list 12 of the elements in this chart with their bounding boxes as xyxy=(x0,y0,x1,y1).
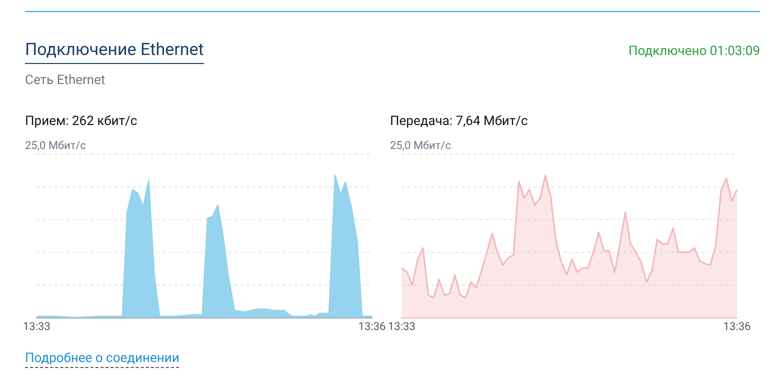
x-tick-label: 13:36 xyxy=(358,320,386,334)
text: Сеть Ethernet xyxy=(25,73,106,88)
text: Подключение Ethernet xyxy=(25,40,204,64)
text: Подключено 01:03:09 xyxy=(628,44,760,59)
x-tick-label: 13:33 xyxy=(388,320,416,334)
text: Подробнее о соединении xyxy=(25,351,180,368)
x-tick-label: 13:33 xyxy=(22,320,50,334)
x-tick-label: 13:36 xyxy=(723,320,751,334)
chart-title: Передача: 7,64 Мбит/с xyxy=(390,114,528,129)
text: 25,0 Мбит/с xyxy=(25,139,86,152)
chart-title: Прием: 262 кбит/с xyxy=(25,114,138,129)
text: 25,0 Мбит/с xyxy=(390,139,451,152)
